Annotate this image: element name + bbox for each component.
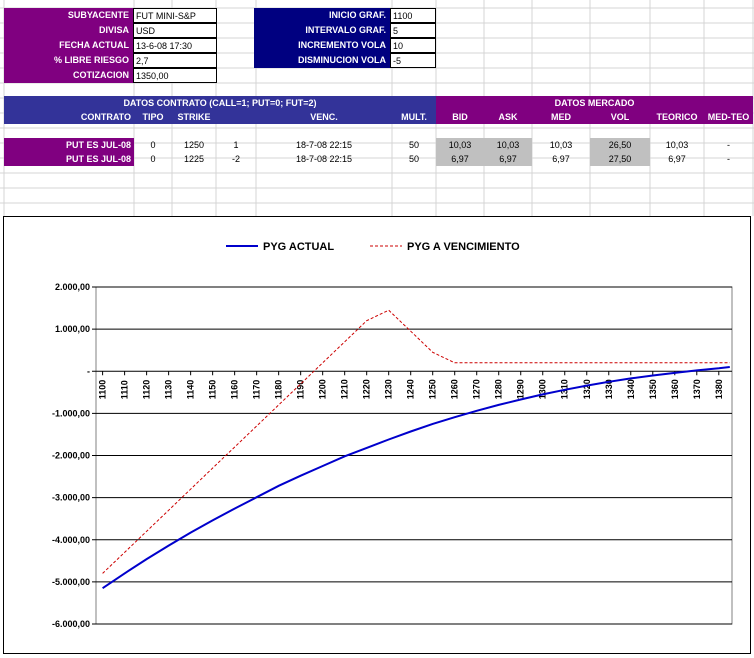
row-strike[interactable]: 1225: [183, 154, 205, 164]
x-tick-label: 1250: [428, 379, 438, 399]
row-venc[interactable]: 18-7-08 22:15: [295, 140, 353, 150]
x-tick-label: 1370: [692, 379, 702, 399]
x-tick-label: 1150: [208, 380, 218, 400]
x-tick-label: 1260: [450, 379, 460, 399]
param-label-incremento-vola: INCREMENTO VOLA: [254, 38, 390, 53]
col-header-med-teo: MED-TEO: [704, 110, 753, 124]
row-strike[interactable]: 1250: [183, 140, 205, 150]
y-tick-label: 1.000,00: [55, 324, 90, 334]
pyg-chart[interactable]: 2.000,00 1.000,00 - -1.000,00 -2.000,00 -3.00…: [3, 216, 751, 654]
x-tick-label: 1360: [670, 379, 680, 399]
param-value-libre-riesgo[interactable]: 2,7: [133, 53, 217, 68]
x-tick-label: 1110: [120, 380, 130, 399]
param-value-subyacente[interactable]: FUT MINI-S&P: [133, 8, 217, 23]
row-ask[interactable]: 10,03: [484, 138, 532, 152]
y-tick-label: -: [87, 366, 90, 376]
param-value-incremento-vola[interactable]: 10: [390, 38, 436, 53]
x-tick-label: 1140: [186, 380, 196, 400]
param-value-intervalo-graf[interactable]: 5: [390, 23, 436, 38]
col-header-venc: VENC.: [256, 110, 392, 124]
param-label-disminucion-vola: DISMINUCION VOLA: [254, 53, 390, 68]
col-header-vol: VOL: [590, 110, 650, 124]
row-vol[interactable]: 27,50: [590, 152, 650, 166]
col-header-contrato: CONTRATO: [4, 110, 134, 124]
x-tick-label: 1180: [274, 380, 284, 400]
y-tick-label: -5.000,00: [52, 577, 90, 587]
col-header-strike: STRIKE: [172, 110, 216, 124]
legend-label: PYG ACTUAL: [263, 241, 334, 253]
x-tick-label: 1200: [318, 379, 328, 399]
param-label-intervalo-graf: INTERVALO GRAF.: [254, 23, 390, 38]
param-label-fecha-actual: FECHA ACTUAL: [4, 38, 133, 53]
row-teorico: 10,03: [665, 140, 689, 150]
x-tick-label: 1350: [648, 379, 658, 399]
col-header-qty: [216, 110, 256, 124]
x-tick-label: 1290: [516, 379, 526, 399]
series-line-pyg-vencimiento: [102, 309, 730, 574]
y-tick-label: -1.000,00: [52, 408, 90, 418]
x-tick-label: 1280: [494, 379, 504, 399]
contract-section-header: DATOS CONTRATO (CALL=1; PUT=0; FUT=2): [4, 96, 436, 110]
x-tick-label: 1380: [714, 379, 724, 399]
row-bid[interactable]: 10,03: [436, 138, 484, 152]
y-tick-label: -6.000,00: [52, 619, 90, 629]
col-header-teorico: TEORICO: [650, 110, 704, 124]
x-tick-label: 1240: [406, 379, 416, 399]
x-tick-label: 1160: [230, 380, 240, 400]
x-tick-label: 1100: [98, 380, 108, 400]
row-qty[interactable]: -2: [231, 154, 240, 164]
param-label-divisa: DIVISA: [4, 23, 133, 38]
col-header-ask: ASK: [484, 110, 532, 124]
x-tick-label: 1320: [582, 379, 592, 399]
x-tick-label: 1230: [384, 379, 394, 399]
x-tick-label: 1220: [362, 379, 372, 399]
row-mult[interactable]: 50: [408, 154, 419, 164]
row-bid[interactable]: 6,97: [436, 152, 484, 166]
x-tick-label: 1330: [604, 379, 614, 399]
row-med-teo: -: [727, 154, 730, 164]
x-tick-label: 1300: [538, 379, 548, 399]
param-label-inicio-graf: INICIO GRAF.: [254, 8, 390, 23]
y-tick-label: -4.000,00: [52, 535, 90, 545]
row-med: 10,03: [549, 140, 573, 150]
param-value-cotizacion[interactable]: 1350,00: [133, 68, 217, 83]
param-label-subyacente: SUBYACENTE: [4, 8, 133, 23]
x-tick-label: 1130: [164, 380, 174, 400]
param-label-cotizacion: COTIZACION: [4, 68, 133, 83]
row-venc[interactable]: 18-7-08 22:15: [295, 154, 353, 164]
row-tipo[interactable]: 0: [150, 140, 156, 150]
legend-label: PYG A VENCIMIENTO: [407, 241, 520, 253]
param-label-libre-riesgo: % LIBRE RIESGO: [4, 53, 133, 68]
row-mult[interactable]: 50: [408, 140, 419, 150]
series-line-pyg-actual: [102, 366, 730, 590]
col-header-bid: BID: [436, 110, 484, 124]
col-header-mult: MULT.: [392, 110, 436, 124]
x-tick-label: 1270: [472, 379, 482, 399]
param-value-fecha-actual[interactable]: 13-6-08 17:30: [133, 38, 217, 53]
x-tick-label: 1210: [340, 379, 350, 399]
row-ask[interactable]: 6,97: [484, 152, 532, 166]
pyg-chart-svg: 2.000,00 1.000,00 - -1.000,00 -2.000,00 -3.00…: [52, 241, 733, 629]
param-value-inicio-graf[interactable]: 1100: [390, 8, 436, 23]
x-tick-label: 1120: [142, 380, 152, 400]
row-med: 6,97: [552, 154, 570, 164]
y-tick-label: -2.000,00: [52, 451, 90, 461]
param-value-disminucion-vola[interactable]: -5: [390, 53, 436, 68]
col-header-med: MED: [532, 110, 590, 124]
row-qty[interactable]: 1: [233, 140, 239, 150]
market-section-header: DATOS MERCADO: [436, 96, 753, 110]
row-teorico: 6,97: [668, 154, 686, 164]
param-value-divisa[interactable]: USD: [133, 23, 217, 38]
x-tick-label: 1170: [252, 380, 262, 400]
row-tipo[interactable]: 0: [150, 154, 156, 164]
y-tick-label: 2.000,00: [55, 282, 90, 292]
row-contrato[interactable]: PUT ES JUL-08: [4, 152, 134, 166]
y-tick-label: -3.000,00: [52, 493, 90, 503]
row-contrato[interactable]: PUT ES JUL-08: [4, 138, 134, 152]
x-tick-label: 1340: [626, 379, 636, 399]
col-header-tipo: TIPO: [134, 110, 172, 124]
x-tick-label: 1190: [296, 380, 306, 400]
row-med-teo: -: [727, 140, 730, 150]
row-vol[interactable]: 26,50: [590, 138, 650, 152]
